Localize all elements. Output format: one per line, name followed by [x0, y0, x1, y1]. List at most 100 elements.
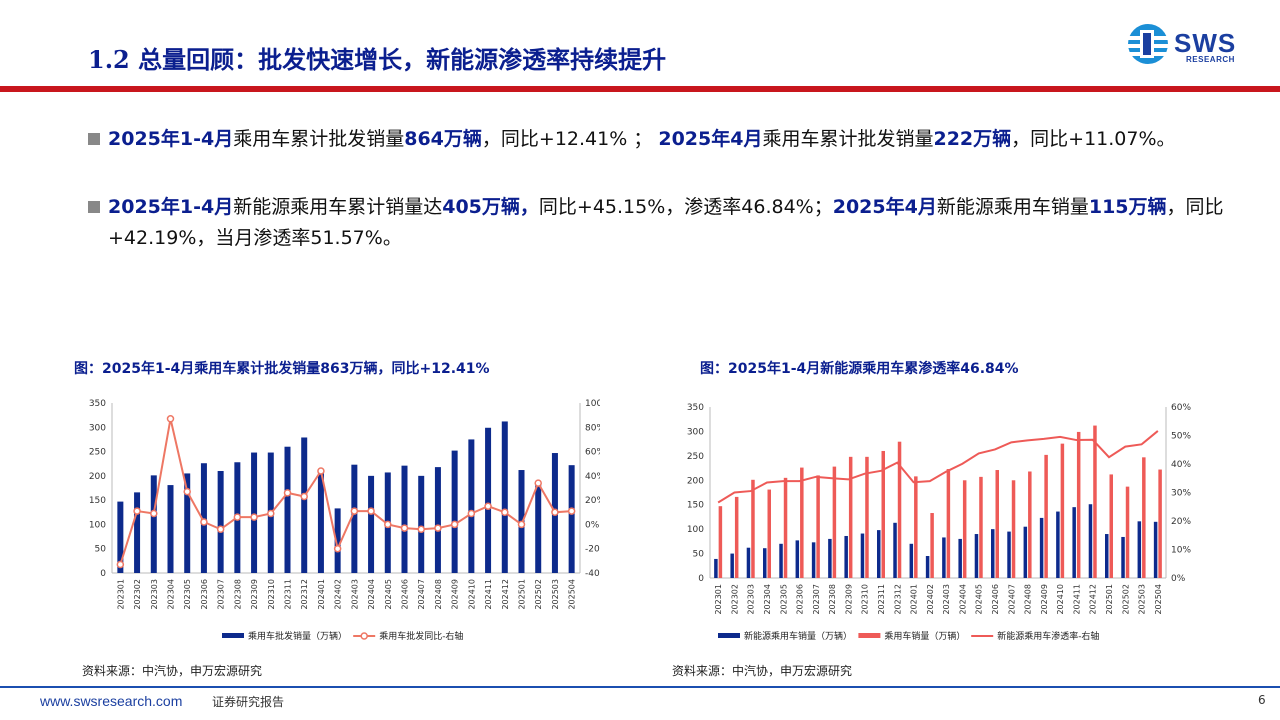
x-tick-label: 202303: [747, 584, 756, 615]
bar: [485, 427, 492, 573]
bar: [1007, 531, 1011, 578]
bullet-text: 2025年1-4月乘用车累计批发销量864万辆，同比+12.41% ； 2025…: [88, 124, 1238, 155]
bar: [351, 464, 358, 573]
bullet-segment: 乘用车累计批发销量: [233, 128, 405, 150]
line-point: [216, 525, 225, 534]
bar: [200, 463, 207, 573]
x-tick-label: 202402: [334, 579, 343, 610]
bar: [150, 475, 157, 573]
x-tick-label: 202302: [730, 584, 739, 615]
line-point: [183, 487, 191, 496]
bar: [1011, 480, 1016, 578]
y-left-tick-label: 250: [89, 448, 106, 458]
bar: [1121, 536, 1125, 578]
bar: [942, 537, 946, 578]
bar: [1044, 454, 1048, 578]
bar: [865, 456, 869, 578]
x-tick-label: 202409: [451, 579, 460, 610]
bar: [468, 439, 475, 573]
y-left-tick-label: 150: [687, 501, 704, 511]
legend-swatch: [718, 633, 740, 638]
bullet-emphasis: 2025年1-4月: [108, 128, 234, 150]
bar: [1105, 534, 1109, 578]
y-right-tick-label: 40%: [585, 472, 600, 482]
bar: [1158, 469, 1162, 578]
x-tick-label: 202304: [763, 584, 772, 615]
line-point: [350, 507, 359, 515]
y-right-tick-label: 50%: [1171, 432, 1191, 442]
bar: [767, 489, 771, 578]
legend-swatch: [858, 633, 881, 638]
line-point: [300, 492, 308, 501]
y-right-tick-label: 0%: [585, 520, 600, 530]
x-tick-label: 202407: [417, 579, 426, 610]
line-point: [367, 507, 375, 515]
line-point: [333, 544, 342, 553]
x-tick-label: 202504: [1154, 584, 1163, 615]
x-tick-label: 202406: [401, 579, 410, 610]
bullet-emphasis: 2025年4月: [658, 128, 763, 150]
bar: [401, 465, 408, 573]
x-tick-label: 202504: [568, 579, 577, 610]
bullet-segment: ，同比+12.41% ；: [481, 128, 659, 150]
bar: [844, 535, 848, 578]
bar: [1125, 486, 1130, 578]
footer-report-label: 证券研究报告: [212, 695, 285, 709]
bar: [535, 482, 542, 573]
y-left-tick-label: 100: [687, 525, 704, 535]
bar: [1142, 457, 1146, 578]
x-tick-label: 202309: [844, 584, 853, 615]
x-tick-label: 202404: [367, 579, 376, 610]
bar: [991, 529, 995, 578]
bullet-segment: 新能源乘用车累计销量达: [233, 196, 443, 218]
y-left-tick-label: 350: [687, 403, 704, 413]
y-left-tick-label: 0: [100, 569, 106, 579]
line-point: [467, 509, 476, 518]
y-left-tick-label: 50: [693, 550, 705, 560]
line-point: [534, 479, 542, 487]
line-point: [501, 508, 509, 517]
y-left-tick-label: 50: [95, 545, 107, 555]
line-point: [200, 518, 208, 526]
y-left-tick-label: 300: [687, 427, 704, 437]
x-tick-label: 202310: [267, 579, 276, 610]
bar: [734, 496, 739, 578]
bar: [811, 542, 816, 578]
bar: [1109, 474, 1113, 578]
logo-globe-icon: [1128, 24, 1168, 64]
page-number: 6: [1258, 693, 1266, 707]
wholesale-sales-chart: 0 50 100 150 200 250 300 350 -40% -20% 0% 20% 40% 60%…: [89, 399, 600, 642]
nev-penetration-chart: 0 50 100 150 200 250 300 350 0% 10% 20% 30% 40% 50% 60…: [687, 403, 1192, 642]
chart-2-source: 资料来源：中汽协，申万宏源研究: [672, 664, 853, 678]
y-right-tick-label: 10%: [1171, 546, 1191, 556]
chart-1-source: 资料来源：中汽协，申万宏源研究: [82, 664, 263, 678]
line-point: [116, 560, 125, 569]
bar: [909, 543, 914, 578]
bullet-emphasis: 2025年4月: [832, 196, 937, 218]
x-tick-label: 202405: [384, 579, 393, 610]
y-left-tick-label: 250: [687, 452, 704, 462]
x-tick-label: 202409: [1040, 584, 1049, 615]
y-right-tick-label: 80%: [585, 423, 600, 433]
bar: [730, 553, 734, 578]
x-tick-label: 202304: [167, 579, 176, 610]
x-tick-label: 202403: [942, 584, 951, 615]
bar: [284, 446, 291, 573]
bar: [962, 480, 967, 578]
x-tick-label: 202303: [150, 579, 159, 610]
x-tick-label: 202309: [250, 579, 259, 610]
x-tick-label: 202410: [467, 579, 476, 610]
line-point: [267, 509, 275, 518]
bullet-emphasis: 115万辆: [1088, 196, 1167, 218]
bar: [1076, 431, 1081, 578]
line-point: [551, 508, 559, 517]
bar: [897, 441, 902, 578]
logo-text: SWS: [1174, 28, 1237, 58]
x-tick-label: 202411: [1072, 584, 1081, 615]
bullet-text: 2025年1-4月新能源乘用车累计销量达405万辆，同比+45.15%，渗透率4…: [88, 192, 1238, 254]
footer-website-link[interactable]: www.swsresearch.com: [40, 693, 183, 709]
line-point: [384, 520, 392, 529]
y-right-tick-label: 30%: [1171, 489, 1191, 499]
bullet-point-1: 2025年1-4月乘用车累计批发销量864万辆，同比+12.41% ； 2025…: [88, 124, 1238, 155]
x-tick-label: 202503: [551, 579, 560, 610]
